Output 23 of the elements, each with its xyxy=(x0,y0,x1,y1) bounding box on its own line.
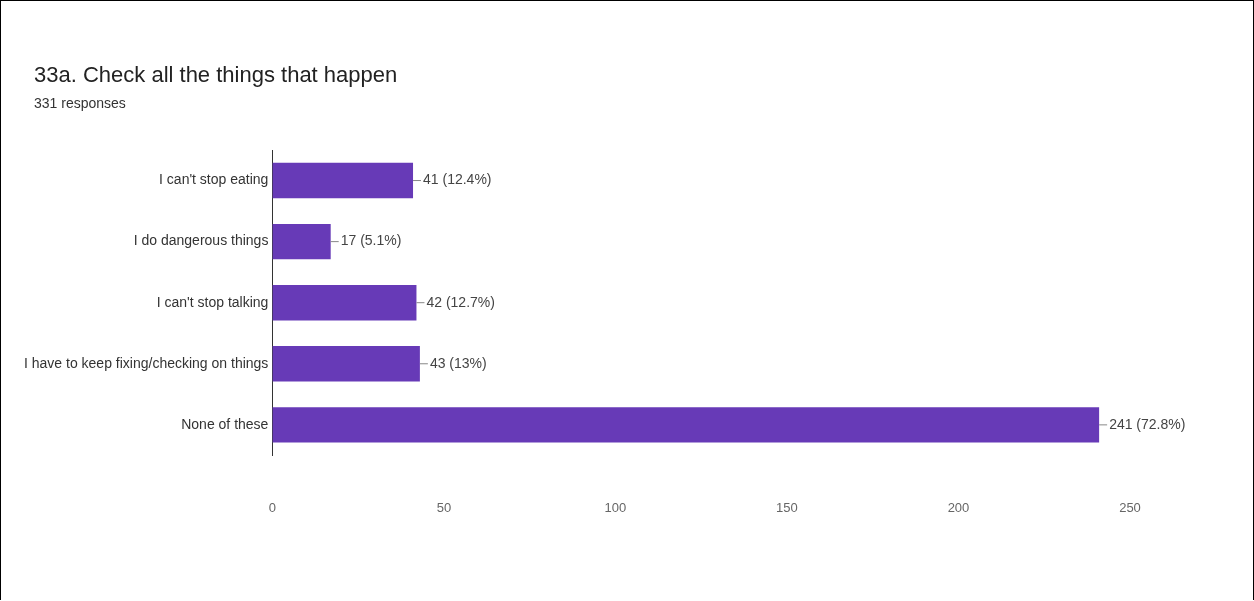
y-tick-label: I do dangerous things xyxy=(133,232,269,249)
data-label: 41 (12.4%) xyxy=(423,171,492,188)
x-tick-label: 250 xyxy=(1119,499,1141,515)
bar xyxy=(272,346,420,382)
x-tick-label: 100 xyxy=(604,499,627,515)
data-label: 43 (13%) xyxy=(429,354,487,371)
bar xyxy=(272,284,417,321)
bar xyxy=(272,223,331,260)
data-label: 17 (5.1%) xyxy=(340,232,402,249)
text: 331 responses xyxy=(34,95,126,111)
y-tick-label: I have to keep fixing/checking on things xyxy=(23,354,269,371)
data-label: 42 (12.7%) xyxy=(426,293,495,310)
y-tick-label: None of these xyxy=(181,415,269,432)
bar xyxy=(272,407,1100,443)
data-label: 241 (72.8%) xyxy=(1109,415,1186,432)
chart-title: 33a. Check all the things that happen xyxy=(34,62,398,88)
x-tick-label: 200 xyxy=(947,499,970,515)
x-tick-label: 50 xyxy=(436,499,452,515)
y-tick-label: I can't stop talking xyxy=(156,293,269,310)
x-tick-label: 0 xyxy=(268,499,276,515)
x-tick-label: 150 xyxy=(776,499,798,515)
y-tick-label: I can't stop eating xyxy=(159,171,269,188)
bar xyxy=(272,162,414,199)
